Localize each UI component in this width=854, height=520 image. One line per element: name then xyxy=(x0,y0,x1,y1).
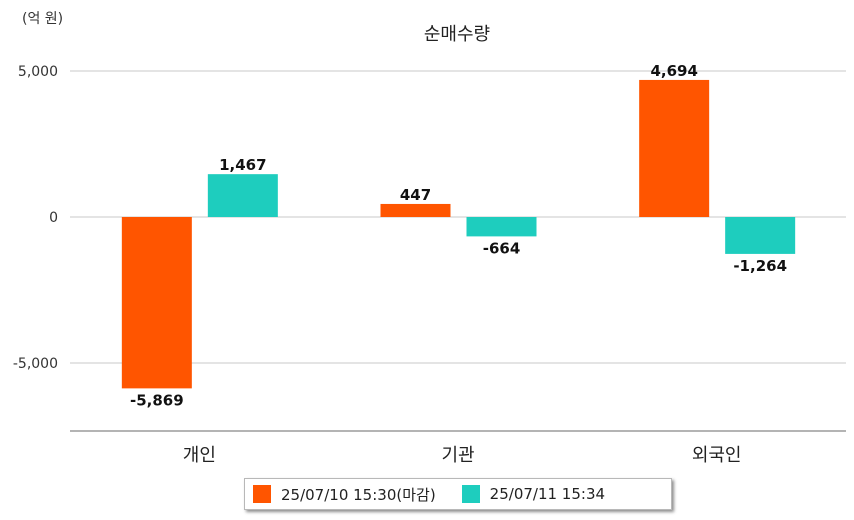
y-tick-label: -5,000 xyxy=(13,356,58,372)
bar-1-1 xyxy=(380,203,451,217)
x-tick-label: 외국인 xyxy=(692,445,742,466)
bar-2-1 xyxy=(466,217,537,237)
data-label: 1,467 xyxy=(219,156,266,174)
y-tick-label: 5,000 xyxy=(18,64,58,80)
legend-label-series-1: 25/07/10 15:30(마감) xyxy=(281,485,436,504)
x-tick-label: 기관 xyxy=(441,445,474,466)
chart-title: 순매수량 xyxy=(423,24,491,45)
legend-swatch-series-2 xyxy=(461,485,480,503)
data-label: 4,694 xyxy=(650,62,697,80)
bar-2-0 xyxy=(207,174,278,217)
y-tick-label: 0 xyxy=(49,210,58,226)
bar-1-2 xyxy=(639,79,710,217)
data-label: 447 xyxy=(400,186,431,204)
legend-swatch-series-1 xyxy=(253,485,271,503)
legend: 25/07/10 15:30(마감) 25/07/11 15:34 xyxy=(244,478,672,510)
data-label: -5,869 xyxy=(130,391,184,409)
x-tick-label: 개인 xyxy=(183,445,216,466)
legend-item-series-2[interactable]: 25/07/11 15:34 xyxy=(461,485,606,503)
bar-2-2 xyxy=(725,217,796,254)
unit-label: (억 원) xyxy=(22,11,64,27)
legend-item-series-1[interactable]: 25/07/10 15:30(마감) xyxy=(253,484,436,505)
legend-label-series-2: 25/07/11 15:34 xyxy=(489,485,606,503)
data-label: -1,264 xyxy=(733,257,787,275)
bar-1-0 xyxy=(121,217,192,389)
data-label: -664 xyxy=(483,239,521,257)
